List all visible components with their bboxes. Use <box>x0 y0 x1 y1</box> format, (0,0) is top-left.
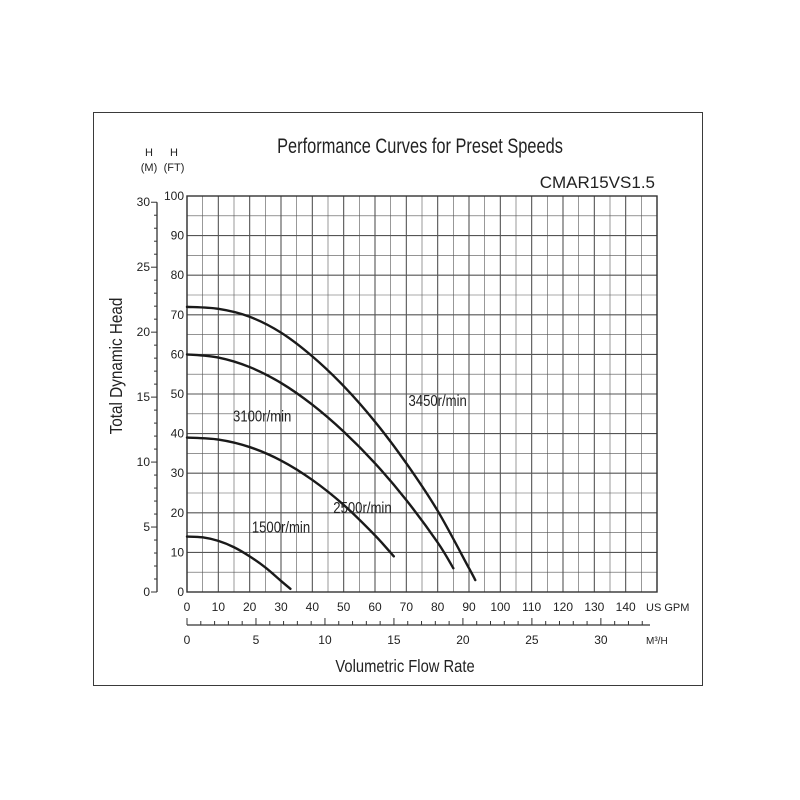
chart-frame <box>93 112 703 686</box>
y-m-tick-label: 25 <box>137 260 151 274</box>
y-unit-ft-line2: (FT) <box>164 162 185 174</box>
curve-label-3450r-min: 3450r/min <box>409 393 467 410</box>
x-axis-label: Volumetric Flow Rate <box>335 657 474 677</box>
x-gpm-tick-label: 0 <box>184 600 191 614</box>
x-gpm-tick-label: 20 <box>243 600 257 614</box>
y-ft-tick-label: 80 <box>171 268 185 282</box>
curve-label-3100r-min: 3100r/min <box>233 409 291 426</box>
x-gpm-tick-label: 110 <box>522 600 541 614</box>
x-m3h-tick-label: 15 <box>387 633 401 647</box>
y-ft-tick-label: 20 <box>171 506 185 520</box>
curve-label-2500r-min: 2500r/min <box>333 500 391 517</box>
x-gpm-tick-label: 50 <box>337 600 351 614</box>
y-ft-tick-label: 30 <box>171 466 185 480</box>
y-m-tick-label: 15 <box>137 390 151 404</box>
y-ft-tick-label: 90 <box>171 229 185 243</box>
y-ft-tick-label: 40 <box>171 427 185 441</box>
plot-border <box>186 195 658 593</box>
curve-2500r-min <box>185 436 395 558</box>
x-gpm-tick-label: 70 <box>400 600 414 614</box>
chart-title: Performance Curves for Preset Speeds <box>277 134 563 157</box>
x-gpm-tick-label: 120 <box>553 600 573 614</box>
curve-1500r-min <box>185 535 292 591</box>
x-gpm-tick-label: 40 <box>306 600 320 614</box>
y-m-tick-label: 0 <box>143 585 150 599</box>
y-m-tick-label: 30 <box>137 195 151 209</box>
y-m-tick-label: 10 <box>137 455 151 469</box>
y-unit-m-line2: (M) <box>141 162 158 174</box>
grid <box>186 195 658 593</box>
x-unit-m3h: M³/H <box>646 636 668 647</box>
curve-3450r-min <box>185 305 477 582</box>
y-ft-tick-label: 60 <box>171 347 185 361</box>
x-gpm-tick-label: 130 <box>584 600 604 614</box>
x-gpm-tick-label: 80 <box>431 600 445 614</box>
x-m3h-tick-label: 0 <box>184 633 191 647</box>
x-m3h-tick-label: 30 <box>594 633 608 647</box>
y-unit-ft-line1: H <box>170 147 178 159</box>
y-unit-m-line1: H <box>145 147 153 159</box>
y-ft-tick-label: 100 <box>164 189 184 203</box>
x-m3h-tick-label: 25 <box>525 633 539 647</box>
y-ft-tick-label: 70 <box>171 308 185 322</box>
y-m-tick-label: 5 <box>143 520 150 534</box>
x-m3h-tick-label: 10 <box>318 633 332 647</box>
x-gpm-tick-label: 60 <box>368 600 382 614</box>
x-unit-gpm: US GPM <box>646 602 689 614</box>
y-ft-tick-label: 10 <box>171 545 185 559</box>
model-label: CMAR15VS1.5 <box>540 173 655 192</box>
x-gpm-tick-label: 140 <box>616 600 636 614</box>
y-axis-label: Total Dynamic Head <box>106 298 126 435</box>
x-m3h-tick-label: 5 <box>253 633 260 647</box>
x-gpm-tick-label: 10 <box>212 600 226 614</box>
curves: 3450r/min 3100r/min 2500r/min 1500r/min <box>185 305 477 591</box>
x-gpm-tick-label: 90 <box>462 600 476 614</box>
y-m-tick-label: 20 <box>137 325 151 339</box>
curve-label-1500r-min: 1500r/min <box>252 519 310 536</box>
y-ft-tick-label: 0 <box>177 585 184 599</box>
x-gpm-tick-label: 30 <box>274 600 288 614</box>
x-gpm-tick-label: 100 <box>490 600 510 614</box>
y-ft-tick-label: 50 <box>171 387 185 401</box>
x-m3h-tick-label: 20 <box>456 633 470 647</box>
curve-3100r-min <box>185 353 455 570</box>
